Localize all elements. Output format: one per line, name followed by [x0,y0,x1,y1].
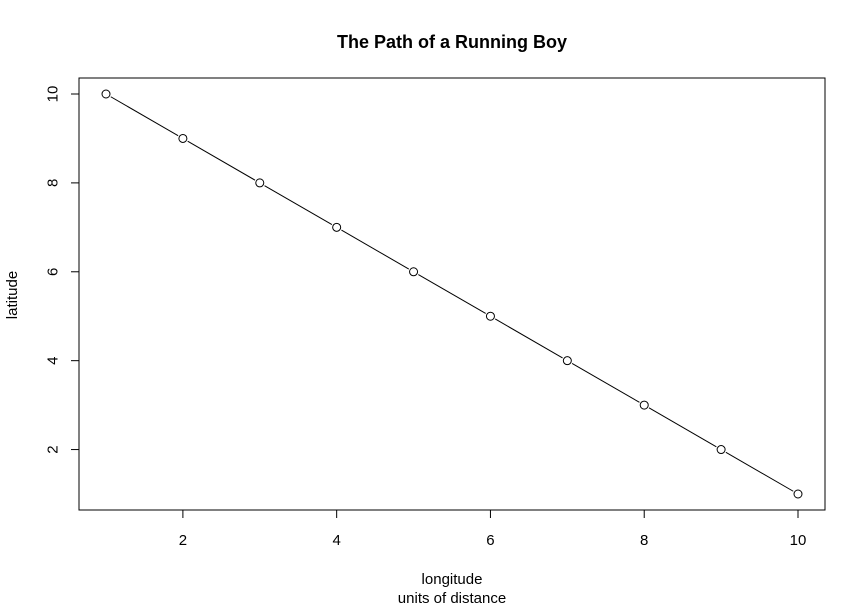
x-tick-label: 2 [179,532,187,549]
y-tick-label: 4 [45,356,62,364]
series-line-segment [725,451,794,492]
x-axis-sublabel: units of distance [398,590,506,607]
series-line-segment [110,96,179,137]
x-axis: 2 4 6 8 10 [179,510,807,549]
y-axis-label: latitude [4,271,21,319]
series-line-segment [648,407,717,448]
series-line-segment [494,318,563,359]
data-point [562,356,572,366]
y-tick-label: 8 [45,179,62,187]
series-line-segment [264,185,333,226]
chart-title: The Path of a Running Boy [337,32,567,52]
series-line-segment [341,229,410,270]
y-tick-label: 10 [45,86,62,103]
data-point [178,133,188,143]
data-point [716,445,726,455]
x-tick-label: 4 [332,532,340,549]
data-point [332,222,342,232]
x-tick-label: 6 [486,532,494,549]
y-tick-label: 6 [45,268,62,276]
data-point [255,178,265,188]
y-axis: 2 4 6 8 10 [45,86,79,454]
series-layer [101,89,803,499]
x-axis-label: longitude [422,571,483,588]
data-point [101,89,111,99]
y-tick-label: 2 [45,445,62,453]
series-line-segment [418,274,486,314]
x-tick-label: 8 [640,532,648,549]
data-point [793,489,803,499]
data-point [409,267,419,277]
data-point [639,400,649,410]
data-point [485,311,495,321]
series-line-segment [187,140,256,181]
plot-area-frame [78,77,826,511]
series-line-segment [571,362,640,403]
x-tick-label: 10 [790,532,807,549]
